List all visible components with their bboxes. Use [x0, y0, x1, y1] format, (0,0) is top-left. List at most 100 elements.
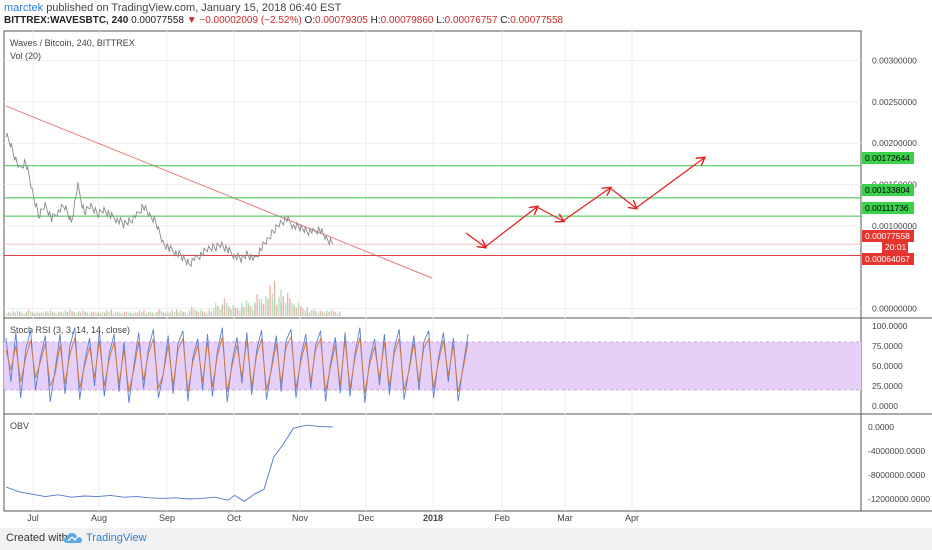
price-change: ▼ −0.00002009 (−2.52%) — [186, 15, 302, 26]
price-tag-bg — [882, 241, 908, 253]
volume-bar — [80, 312, 82, 316]
volume-bar — [178, 312, 180, 316]
tradingview-cloud-icon — [64, 531, 82, 548]
volume-bar — [313, 309, 315, 316]
rsi-tick-label: 50.0000 — [872, 361, 903, 371]
volume-bar — [295, 307, 298, 316]
volume-bar — [258, 299, 261, 316]
tradingview-brand-link[interactable]: TradingView — [86, 532, 147, 544]
volume-bar — [127, 312, 130, 316]
volume-bar — [112, 313, 115, 316]
volume-bar — [106, 310, 108, 316]
volume-bar — [62, 312, 65, 316]
volume-bar — [167, 311, 169, 316]
volume-bar — [86, 312, 88, 316]
open-label: O: — [304, 15, 316, 26]
price-tag-bg — [862, 184, 914, 196]
volume-bar — [138, 310, 141, 316]
volume-bar — [245, 300, 247, 316]
volume-bar — [45, 311, 47, 316]
grid — [4, 31, 861, 511]
y-tick-label: 0.00100000 — [872, 221, 917, 231]
volume-bar — [121, 313, 123, 316]
volume-bar — [221, 305, 223, 316]
volume-bar — [134, 311, 136, 316]
volume-bar — [282, 296, 284, 316]
volume-bar — [236, 308, 239, 316]
volume-bar — [82, 310, 84, 316]
volume-bar — [265, 296, 267, 316]
obv-tick-label: -4000000.0000 — [868, 446, 925, 456]
x-tick-label: Aug — [91, 513, 107, 523]
y-tick-label: 0.00300000 — [872, 56, 917, 66]
projection-arrow — [536, 206, 563, 221]
volume-bar — [243, 307, 245, 316]
obv-tick-label: -8000000.0000 — [868, 470, 925, 480]
volume-bar — [262, 303, 265, 316]
volume-bar — [158, 309, 160, 316]
volume-bar — [88, 313, 91, 316]
volume-bar — [234, 311, 237, 316]
volume-bar — [27, 309, 30, 316]
volume-bar — [162, 312, 165, 316]
volume-bar — [319, 310, 322, 316]
volume-bar — [206, 313, 208, 316]
created-with-text: Created with — [6, 532, 68, 544]
volume-bar — [71, 311, 73, 316]
volume-bar — [151, 312, 154, 316]
volume-bar — [130, 312, 132, 316]
volume-bar — [332, 313, 335, 316]
volume-bar — [247, 302, 250, 316]
author-link[interactable]: marctek — [4, 2, 44, 14]
published-text: published on TradingView.com, January 15… — [46, 2, 342, 14]
volume-bar — [136, 312, 139, 316]
volume-bar — [58, 313, 60, 316]
volume-bar — [317, 312, 319, 316]
close-value: 0.00077558 — [510, 15, 564, 26]
projection-arrow — [484, 207, 537, 248]
volume-bar — [215, 302, 217, 316]
projection-arrow — [635, 158, 704, 209]
volume-bar — [273, 299, 276, 316]
volume-bar — [180, 310, 182, 316]
volume-bar — [71, 313, 73, 316]
downtrend-line — [5, 105, 433, 279]
volume-bar — [69, 309, 71, 316]
volume-label: Vol (20) — [10, 51, 41, 61]
x-tick-label: Jul — [27, 513, 39, 523]
volume-bar — [149, 311, 152, 316]
volume-bar — [299, 311, 302, 316]
volume-bar — [84, 311, 86, 316]
rsi-pane-title: Stoch RSI (3, 3, 14, 14, close) — [10, 325, 130, 335]
chart-canvas: 0.003000000.002500000.002000000.00150000… — [3, 30, 932, 523]
volume-bar — [284, 302, 287, 316]
volume-bar — [256, 294, 258, 316]
volume-bar — [14, 312, 17, 316]
publish-header: marctek published on TradingView.com, Ja… — [4, 2, 341, 14]
volume-bar — [93, 311, 95, 316]
volume-bar — [29, 311, 32, 316]
volume-bar — [339, 311, 341, 316]
volume-bar — [208, 309, 210, 316]
volume-bar — [289, 298, 291, 316]
volume-bar — [241, 302, 243, 316]
volume-bar — [210, 311, 213, 316]
volume-bar — [182, 311, 184, 316]
volume-bar — [169, 312, 171, 316]
volume-bar — [310, 310, 313, 316]
volume-bar — [16, 310, 19, 316]
volume-bar — [141, 311, 143, 316]
volume-bar — [175, 311, 178, 316]
volume-bar — [43, 313, 45, 316]
volume-bar — [77, 311, 80, 316]
volume-bar — [269, 285, 271, 316]
volume-bar — [123, 313, 125, 316]
volume-bar — [219, 309, 221, 316]
volume-bar — [6, 313, 8, 316]
volume-bar — [252, 309, 254, 316]
volume-bar — [308, 312, 311, 316]
volume-bar — [8, 312, 10, 316]
volume-bar — [101, 311, 104, 316]
volume-bar — [239, 310, 241, 316]
volume-bar — [212, 308, 215, 316]
